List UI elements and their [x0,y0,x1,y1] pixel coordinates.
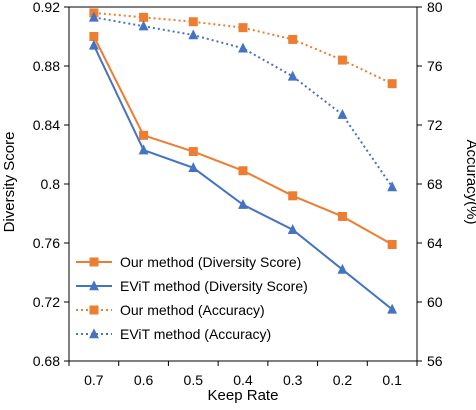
data-point [138,144,149,155]
data-point [387,79,397,89]
data-point [139,130,149,140]
x-tick-label: 0.1 [382,372,402,388]
x-tick-label: 0.5 [184,372,204,388]
data-point [188,147,198,157]
data-point [238,198,248,209]
data-point [238,42,248,53]
y-left-tick-label: 0.76 [33,235,60,251]
data-point [188,162,199,173]
data-point [337,263,348,274]
data-point [387,181,398,192]
series-1 [88,39,398,314]
legend-label: EViT method (Accuracy) [120,326,271,342]
legend-marker [89,280,99,291]
y-right-tick-label: 72 [427,117,443,133]
data-point [337,211,347,221]
data-point [337,109,348,119]
legend-label: EViT method (Diversity Score) [120,278,308,294]
data-point [337,55,347,65]
data-point [89,32,99,41]
y-left-tick-label: 0.72 [33,294,60,310]
data-point [387,239,397,249]
legend-item: EViT method (Accuracy) [76,326,271,342]
x-tick-label: 0.3 [283,372,303,388]
data-point [188,29,199,40]
series-0 [89,32,397,249]
x-tick-label: 0.4 [233,372,253,388]
y-axis-title-left: Diversity Score [1,132,18,233]
y-left-tick-label: 0.92 [33,0,60,15]
legend-marker [89,305,99,315]
data-point [387,303,398,314]
data-point [238,166,248,176]
x-tick-label: 0.2 [333,372,353,388]
data-point [287,224,298,234]
y-right-tick-label: 56 [427,353,443,369]
y-right-tick-label: 68 [427,176,443,192]
y-right-tick-label: 80 [427,0,443,15]
y-axis-title-right: Accuracy(%) [463,139,476,224]
series-3 [88,11,398,192]
data-point [139,12,149,22]
legend-item: Our method (Diversity Score) [76,254,301,270]
legend-label: Our method (Diversity Score) [120,254,301,270]
y-left-tick-label: 0.84 [33,117,60,133]
data-point [188,17,198,27]
data-point [288,34,298,44]
x-tick-label: 0.7 [84,372,104,388]
data-point [288,191,298,201]
x-axis-title: Keep Rate [208,387,279,404]
legend-marker [89,257,99,267]
data-point [88,11,99,22]
legend-label: Our method (Accuracy) [120,302,265,318]
y-right-tick-label: 76 [427,58,443,74]
y-right-tick-label: 64 [427,235,443,251]
data-point [138,20,149,31]
y-right-tick-label: 60 [427,294,443,310]
x-tick-label: 0.6 [134,372,154,388]
legend-item: Our method (Accuracy) [76,302,265,318]
y-left-tick-label: 0.88 [33,58,60,74]
data-point [88,39,99,50]
legend-item: EViT method (Diversity Score) [76,278,308,294]
y-left-tick-label: 0.8 [41,176,61,192]
legend-marker [89,328,99,339]
data-point [287,70,298,81]
data-point [238,23,248,33]
y-left-tick-label: 0.68 [33,353,60,369]
